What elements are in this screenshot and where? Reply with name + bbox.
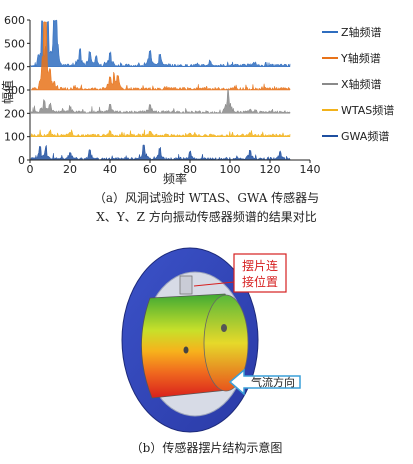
x-tick-label: 120 bbox=[260, 163, 281, 176]
series-trace-4 bbox=[30, 144, 291, 161]
y-tick-label: 300 bbox=[4, 84, 25, 97]
y-tick-label: 500 bbox=[4, 37, 25, 50]
x-tick-label: 80 bbox=[183, 163, 197, 176]
x-tick-label: 0 bbox=[27, 163, 34, 176]
y-tick-label: 600 bbox=[4, 14, 25, 27]
x-tick-label: 140 bbox=[300, 163, 321, 176]
spectrum-chart-svg: 0 20 40 60 80 100 120 140 0 100 200 300 400 500 600 Z轴… bbox=[0, 14, 394, 186]
sensor-front-hole bbox=[221, 324, 227, 332]
x-tick-label: 100 bbox=[220, 163, 241, 176]
connection-slot bbox=[179, 275, 193, 295]
airflow-arrow bbox=[228, 368, 301, 396]
x-tick-label: 20 bbox=[63, 163, 77, 176]
spectrum-chart: 0 20 40 60 80 100 120 140 0 100 200 300 400 500 600 Z轴… bbox=[0, 0, 413, 190]
legend-label: GWA频谱 bbox=[341, 129, 389, 143]
x-tick-label: 40 bbox=[103, 163, 117, 176]
series-trace-1 bbox=[30, 21, 291, 91]
y-tick-label: 0 bbox=[18, 154, 25, 167]
callout-leader-line bbox=[193, 281, 235, 287]
callout-text-line1: 摆片连 bbox=[242, 258, 278, 273]
y-tick-label: 200 bbox=[4, 107, 25, 120]
legend-label: Y轴频谱 bbox=[340, 51, 381, 65]
callout-box bbox=[233, 253, 287, 293]
caption-a-line1: （a）风洞试验时 WTAS、GWA 传感器与 bbox=[93, 191, 320, 205]
sensor-diagram: 摆片连 接位置 气流方向 bbox=[0, 240, 413, 440]
airflow-label: 气流方向 bbox=[251, 375, 295, 389]
y-axis-label: 幅值 bbox=[0, 80, 15, 104]
series-trace-3 bbox=[30, 128, 291, 138]
caption-a: （a）风洞试验时 WTAS、GWA 传感器与 X、Y、Z 方向振动传感器频谱的结… bbox=[0, 189, 413, 227]
legend-label: WTAS频谱 bbox=[341, 103, 394, 117]
callout-text-line2: 接位置 bbox=[242, 274, 278, 289]
x-tick-label: 60 bbox=[143, 163, 157, 176]
y-tick-label: 100 bbox=[4, 131, 25, 144]
series-trace-0 bbox=[30, 19, 291, 68]
legend-label: Z轴频谱 bbox=[341, 25, 382, 39]
sensor-front-face bbox=[203, 294, 249, 392]
sensor-diagram-svg: 摆片连 接位置 气流方向 bbox=[121, 247, 301, 433]
caption-b: （b）传感器摆片结构示意图 bbox=[130, 441, 283, 455]
x-axis-label: 频率 bbox=[163, 171, 187, 186]
y-tick-label: 400 bbox=[4, 61, 25, 74]
caption-a-line2: X、Y、Z 方向振动传感器频谱的结果对比 bbox=[96, 210, 317, 224]
legend-label: X轴频谱 bbox=[341, 77, 382, 91]
sensor-side-hole bbox=[183, 346, 189, 354]
series-trace-2 bbox=[30, 88, 291, 115]
